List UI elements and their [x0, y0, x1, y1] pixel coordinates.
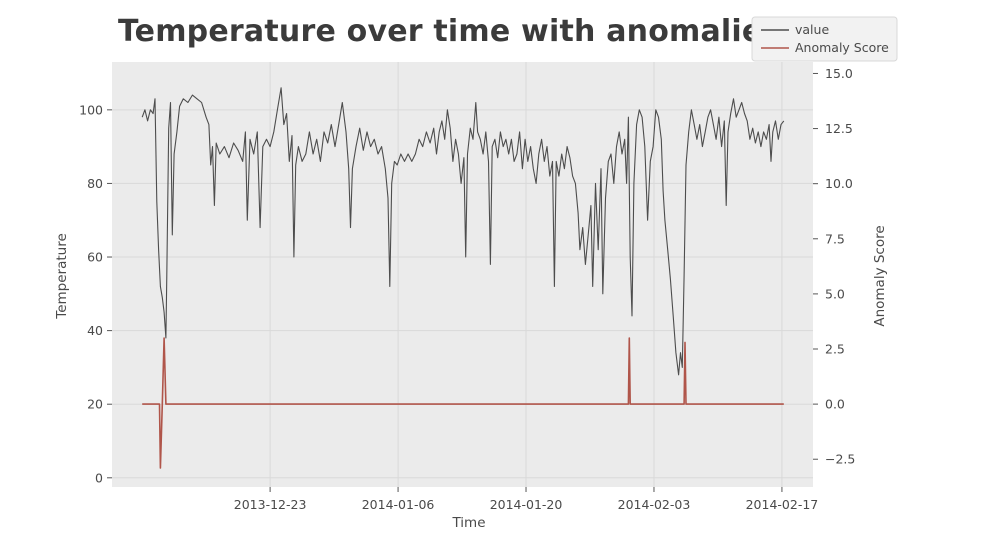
- y-tick-label: 60: [87, 250, 103, 265]
- x-tick-label: 2014-02-17: [746, 497, 819, 512]
- series-line-anomaly-score: [142, 337, 784, 469]
- y-axis-right: −2.5 0.0 2.5 5.0 7.5 10.0 12.5 15.0: [813, 66, 855, 467]
- legend-label-value: value: [795, 22, 829, 37]
- chart-title: Temperature over time with anomalies: [118, 14, 781, 49]
- y-tick-label: 80: [87, 176, 103, 191]
- y2-tick-label: −2.5: [825, 452, 855, 467]
- x-tick-label: 2014-02-03: [618, 497, 691, 512]
- y2-tick-label: 2.5: [825, 342, 845, 357]
- x-axis: 2013-12-23 2014-01-06 2014-01-20 2014-02-03…: [234, 487, 818, 512]
- y-axis-left: 0 20 40 60 80 100: [79, 102, 112, 485]
- y-axis-label: Temperature: [54, 233, 70, 320]
- y2-tick-label: 7.5: [825, 231, 845, 246]
- y2-tick-label: 10.0: [825, 176, 853, 191]
- series-line-value: [141, 87, 785, 376]
- legend-box: [751, 16, 898, 62]
- y2-tick-label: 12.5: [825, 121, 853, 136]
- legend: value Anomaly Score: [751, 16, 898, 62]
- y-tick-label: 0: [95, 470, 103, 485]
- series-layer: [141, 87, 785, 469]
- y-tick-label: 100: [79, 102, 103, 117]
- y-tick-label: 40: [87, 323, 103, 338]
- x-tick-label: 2013-12-23: [234, 497, 307, 512]
- x-tick-label: 2014-01-06: [362, 497, 435, 512]
- x-axis-label: Time: [451, 515, 485, 531]
- y2-axis-label: Anomaly Score: [872, 225, 888, 326]
- x-tick-label: 2014-01-20: [490, 497, 563, 512]
- legend-label-anomaly-score: Anomaly Score: [795, 40, 889, 55]
- y2-tick-label: 5.0: [825, 286, 845, 301]
- y2-tick-label: 0.0: [825, 397, 845, 412]
- plot-background: [112, 62, 813, 487]
- y2-tick-label: 15.0: [825, 66, 853, 81]
- y-tick-label: 20: [87, 397, 103, 412]
